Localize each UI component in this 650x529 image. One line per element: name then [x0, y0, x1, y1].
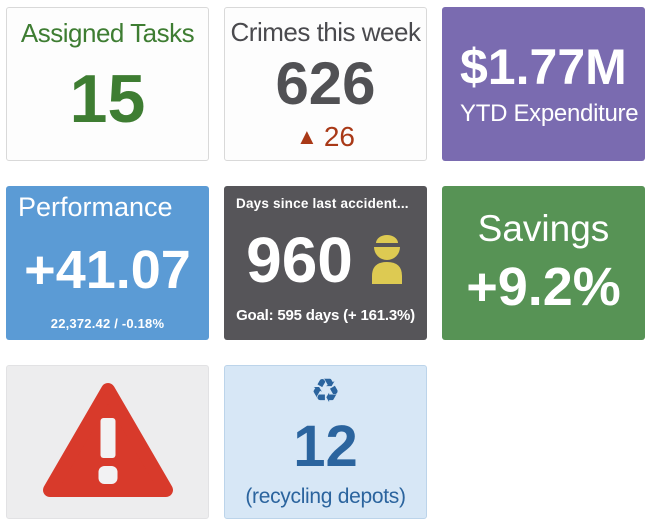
savings-value: +9.2%	[466, 257, 621, 317]
assigned-tasks-card: Assigned Tasks 15	[6, 7, 209, 161]
expenditure-value: $1.77M	[460, 39, 627, 95]
recycling-icon: ♻	[310, 372, 341, 409]
expenditure-card: $1.77M YTD Expenditure	[442, 7, 645, 161]
up-arrow-icon: ▲	[296, 124, 318, 149]
safety-title: Days since last accident...	[236, 196, 409, 211]
performance-title: Performance	[18, 192, 173, 222]
crimes-title: Crimes this week	[230, 17, 421, 47]
savings-card: Savings +9.2%	[442, 186, 645, 340]
expenditure-label: YTD Expenditure	[460, 100, 639, 127]
assigned-tasks-value: 15	[69, 60, 146, 137]
safety-value: 960	[246, 224, 353, 296]
crimes-delta: ▲ 26	[296, 121, 355, 153]
safety-card: Days since last accident... 960 Goal: 59…	[224, 186, 427, 340]
performance-card: Performance +41.07 22,372.42 / -0.18%	[6, 186, 209, 340]
crimes-delta-value: 26	[323, 121, 355, 152]
assigned-tasks-title: Assigned Tasks	[20, 18, 195, 48]
alert-card	[6, 365, 209, 519]
safety-value-row: 960	[246, 213, 405, 307]
recycling-value: 12	[293, 413, 358, 479]
savings-title: Savings	[477, 208, 610, 249]
performance-detail: 22,372.42 / -0.18%	[50, 316, 165, 332]
crimes-card: Crimes this week 626 ▲ 26	[224, 7, 427, 161]
crimes-value: 626	[275, 50, 376, 117]
warning-triangle-icon	[40, 379, 176, 506]
recycling-label: (recycling depots)	[245, 485, 406, 508]
empty-cell	[442, 365, 645, 519]
worker-icon	[369, 231, 405, 290]
recycling-card: ♻ 12 (recycling depots)	[224, 365, 427, 519]
performance-value: +41.07	[24, 240, 191, 300]
safety-goal: Goal: 595 days (+ 161.3%)	[236, 307, 415, 324]
